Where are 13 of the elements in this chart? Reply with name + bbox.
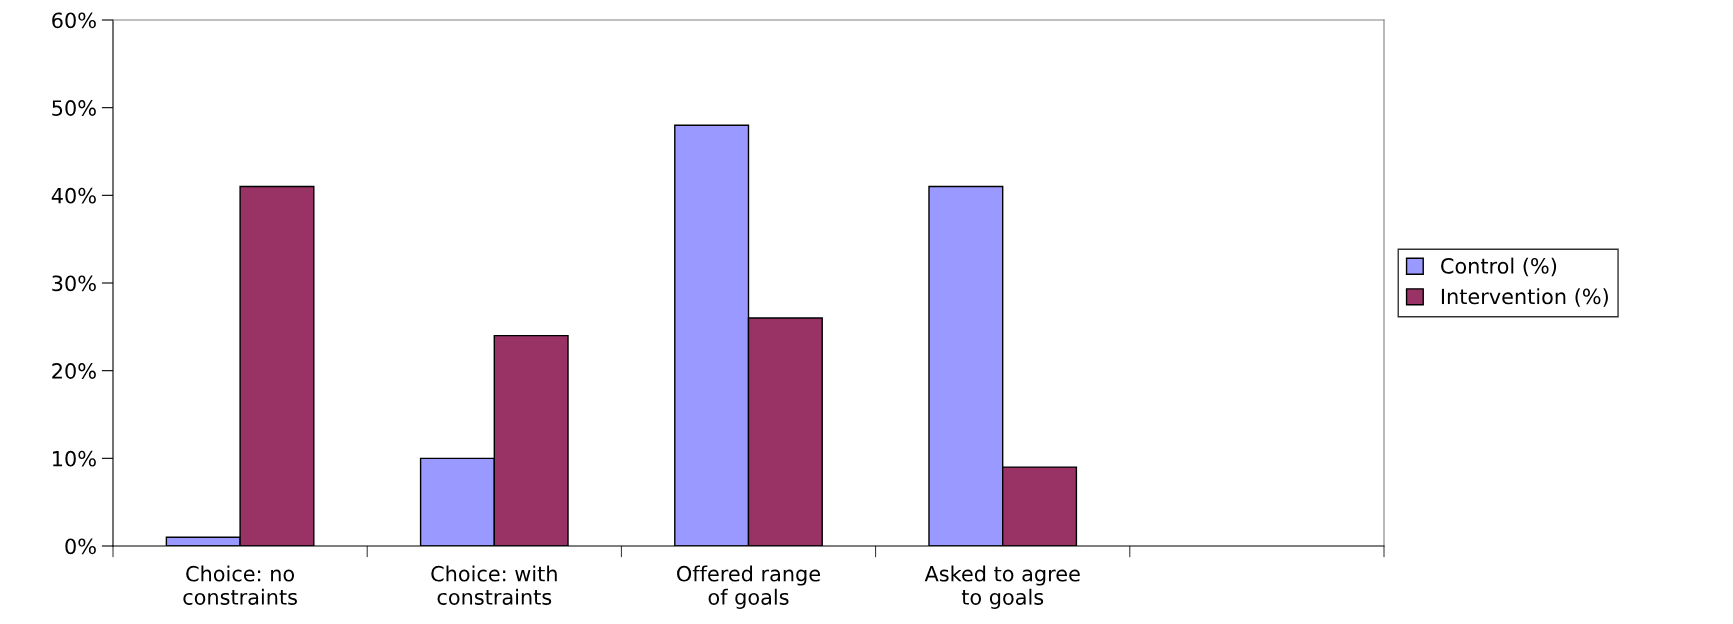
- x-tick-label: Choice: with constraints: [431, 565, 557, 605]
- y-tick-label: 50%: [52, 100, 96, 116]
- y-tick-label: 10%: [53, 450, 96, 467]
- y-tick-label: 20%: [52, 363, 96, 379]
- y-tick-label: 0%: [65, 538, 96, 555]
- x-tick-label: Offered range of goals: [677, 565, 820, 609]
- y-tick-label: 60%: [52, 12, 96, 29]
- x-tick-label: Asked to agree to goals: [924, 565, 1080, 609]
- x-tick-label: Choice: no constraints: [183, 565, 297, 605]
- y-tick-label: 30%: [52, 275, 96, 292]
- legend-label: Control (%): [1441, 257, 1557, 277]
- y-tick-label: 40%: [51, 187, 96, 204]
- legend-label: Intervention (%): [1441, 288, 1608, 307]
